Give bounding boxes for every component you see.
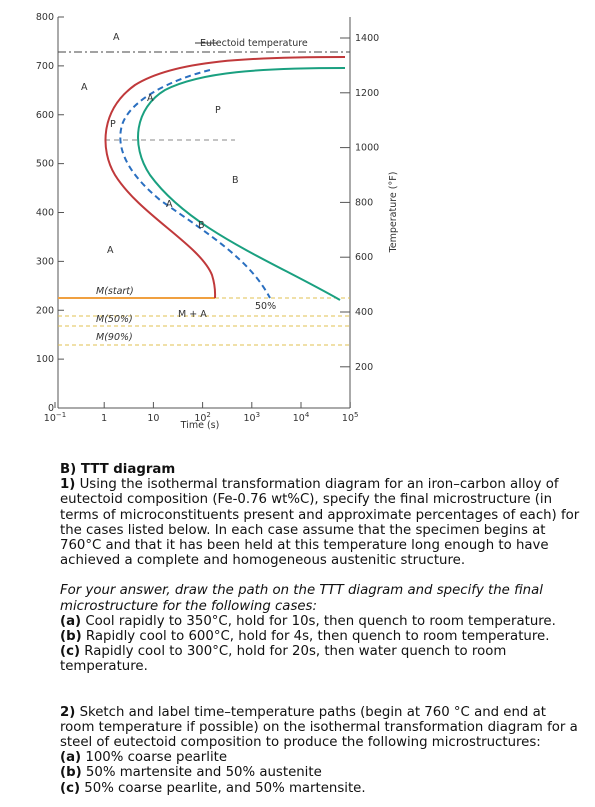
small-label: B	[198, 220, 205, 231]
case-label: (a)	[60, 613, 82, 629]
item-label: (a)	[60, 750, 82, 766]
y2-tick-label: 400	[355, 307, 373, 318]
item-text: 100% coarse pearlite	[85, 750, 228, 766]
region: B	[232, 175, 239, 186]
y-tick-label: 0	[48, 403, 54, 414]
q-text: Using the isothermal transformation diag…	[60, 477, 580, 569]
y2-label: Temperature (°F)	[388, 172, 399, 254]
y-tick-label: 200	[36, 305, 54, 316]
x-tick-label: 10	[147, 413, 159, 424]
y-tick-label: 400	[36, 208, 54, 219]
fifty-label: 50%	[255, 301, 276, 312]
instruction: For your answer, draw the path on the TT…	[60, 583, 543, 614]
small-label: P	[110, 119, 116, 130]
item-text: 50% martensite and 50% austenite	[85, 765, 322, 781]
y2-tick-label: 800	[355, 197, 373, 208]
small-label: A	[166, 199, 173, 210]
region: A	[81, 82, 88, 93]
x-tick-label: 1	[101, 413, 107, 424]
y2-tick-label: 600	[355, 252, 373, 263]
y-ticks-f: 1400 1200 1000 800 600 400 200	[340, 33, 379, 373]
q-num: 2)	[60, 704, 76, 720]
m50-label: M(50%)	[96, 314, 133, 325]
tick-base: 10	[244, 413, 256, 424]
document: B) TTT diagram 1) Using the isothermal t…	[60, 462, 580, 796]
case-text: Rapidly cool to 300°C, hold for 20s, the…	[60, 644, 507, 675]
tick-base: 10	[147, 413, 159, 424]
case-label: (c)	[60, 644, 81, 660]
y2-tick-label: 1400	[355, 33, 379, 44]
y2-tick-label: 200	[355, 362, 373, 373]
y-ticks-c: 800 700 600 500 400 300 200 100 0	[36, 12, 64, 414]
item-text: 50% coarse pearlite, and 50% martensite.	[84, 780, 366, 796]
item-label: (c)	[60, 780, 81, 796]
q-text: Sketch and label time–temperature paths …	[60, 704, 578, 751]
tick-exp: 5	[354, 411, 358, 419]
fifty-curve	[119, 69, 271, 299]
x-label: Time (s)	[180, 420, 220, 431]
tick-base: 10	[293, 413, 305, 424]
small-label: A	[147, 93, 154, 104]
y-tick-label: 600	[36, 110, 54, 121]
x-tick-label: 103	[244, 411, 261, 424]
q-num: 1)	[60, 477, 76, 493]
tick-base: 10	[194, 413, 206, 424]
region: P	[215, 105, 221, 116]
case-label: (b)	[60, 629, 82, 645]
case-text: Rapidly cool to 600°C, hold for 4s, then…	[85, 629, 550, 645]
finish-curve	[137, 67, 346, 301]
y-tick-label: 700	[36, 61, 54, 72]
tick-exp: −1	[56, 411, 66, 419]
y-tick-label: 800	[36, 12, 54, 23]
y-tick-label: 500	[36, 159, 54, 170]
y-tick-label: 100	[36, 354, 54, 365]
region: A	[107, 245, 114, 256]
mstart-label: M(start)	[96, 286, 134, 297]
region: M + A	[178, 309, 207, 320]
item-label: (b)	[60, 765, 82, 781]
axes	[57, 17, 351, 409]
m90-label: M(90%)	[96, 332, 133, 343]
tick-exp: 4	[305, 411, 310, 419]
y-tick-label: 300	[36, 256, 54, 267]
region: A	[113, 32, 120, 43]
x-tick-label: 104	[293, 411, 310, 424]
x-ticks: 10−1 1 10 102 103 104 105	[44, 402, 359, 424]
heading: B) TTT diagram	[60, 462, 176, 477]
tick-base: 10	[44, 413, 56, 424]
start-curve	[104, 56, 346, 299]
x-tick-label: 102	[194, 411, 211, 424]
x-tick-label: 105	[342, 411, 359, 424]
tick-exp: 2	[206, 411, 210, 419]
eutectoid-label: Eutectoid temperature	[200, 38, 308, 49]
y2-tick-label: 1200	[355, 88, 379, 99]
y2-tick-label: 1000	[355, 143, 379, 154]
x-tick-label: 10−1	[44, 411, 66, 424]
case-text: Cool rapidly to 350°C, hold for 10s, the…	[85, 613, 556, 629]
tick-exp: 3	[256, 411, 260, 419]
tick-base: 1	[101, 413, 107, 424]
tick-base: 10	[342, 413, 354, 424]
